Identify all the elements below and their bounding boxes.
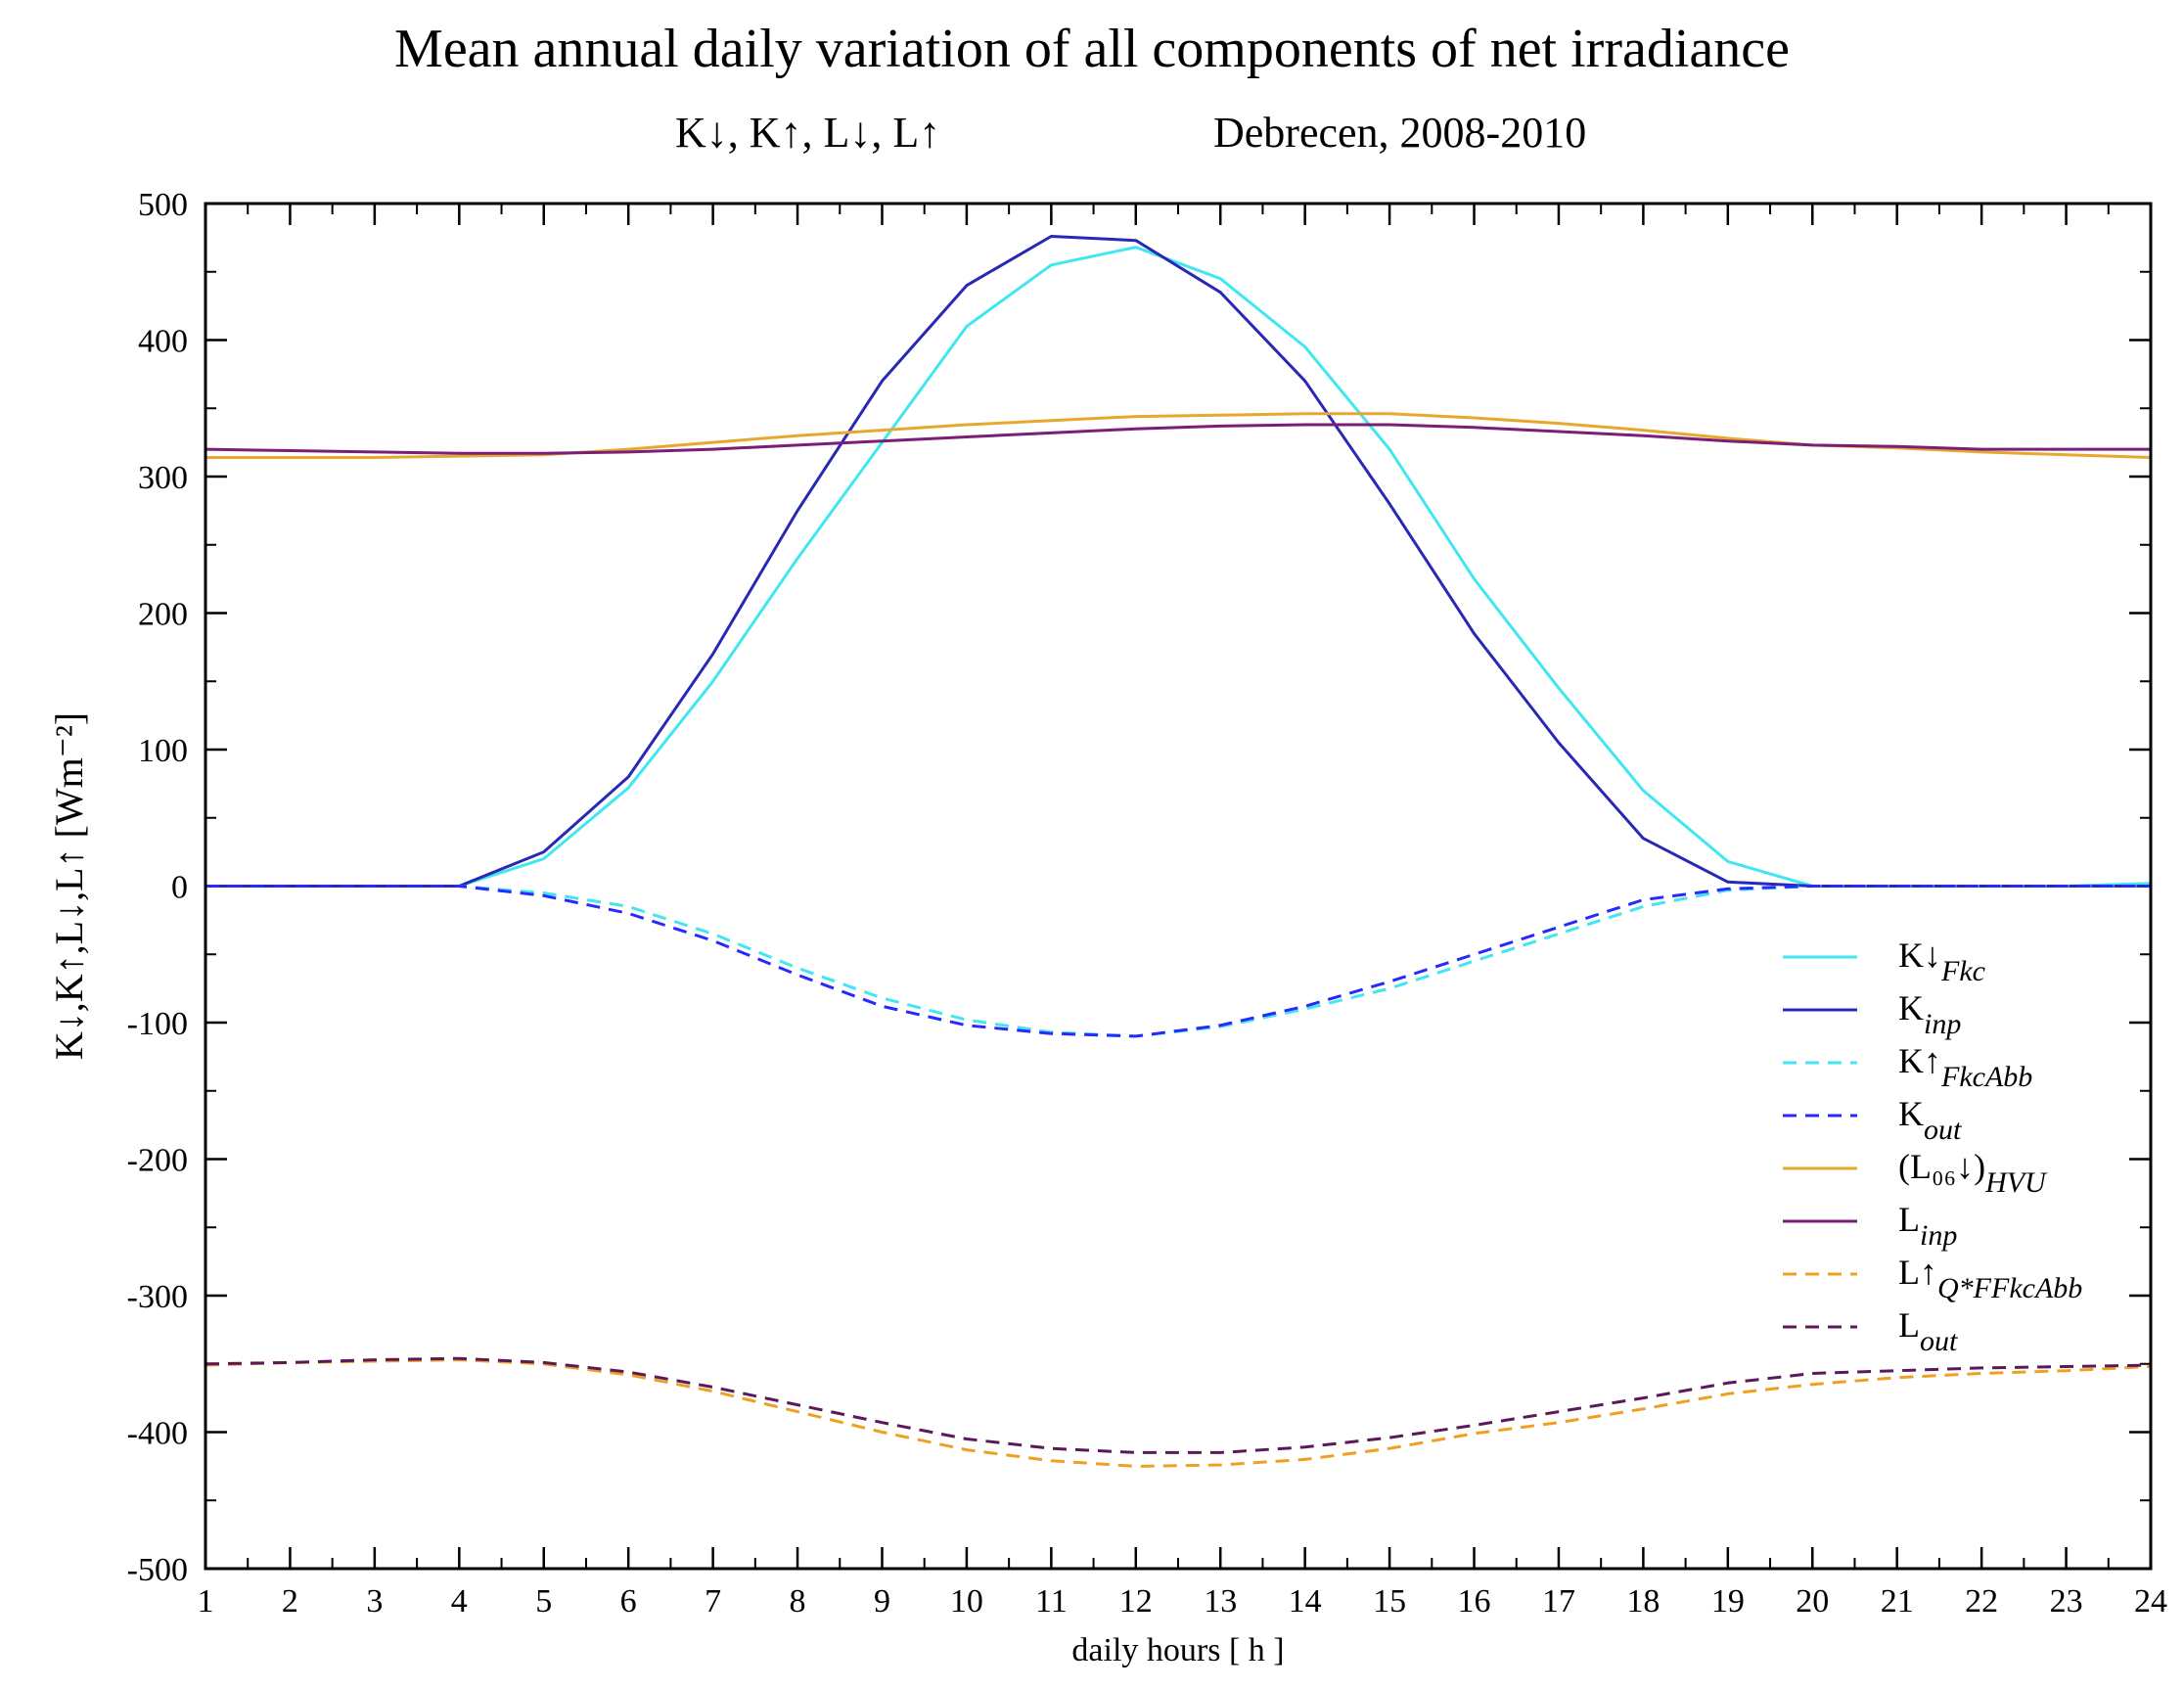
x-tick-label: 6	[620, 1583, 637, 1620]
series-line-2	[205, 235, 2151, 888]
y-tick-label: -200	[127, 1143, 188, 1179]
x-tick-label: 16	[1458, 1583, 1491, 1620]
x-axis-title: daily hours [ h ]	[1071, 1632, 1284, 1668]
x-tick-label: 11	[1035, 1583, 1068, 1620]
y-tick-label: 100	[138, 733, 188, 769]
x-tick-label: 5	[535, 1583, 552, 1620]
x-tick-label: 1	[198, 1583, 214, 1620]
x-tick-label: 20	[1796, 1583, 1829, 1620]
x-tick-label: 8	[790, 1583, 806, 1620]
labels-layer: 1 2 3 4 5 6 7 8 9 10 11 12 13 14 15 16 17 18 19 20 21 22 23 245…	[127, 187, 2167, 1620]
y-tick-label: 500	[138, 187, 188, 223]
y-tick-label: -100	[127, 1006, 188, 1042]
x-tick-label: 10	[950, 1583, 983, 1620]
x-tick-label: 7	[705, 1583, 721, 1620]
chart-title: Mean annual daily variation of all compo…	[394, 19, 1790, 79]
series-line-1	[205, 246, 2152, 888]
legend-label: (L₀₆↓)HVU	[1898, 1147, 2048, 1199]
series-line-8	[205, 1356, 2152, 1454]
x-tick-label: 14	[1289, 1583, 1322, 1620]
legend-label: Kout	[1898, 1094, 1962, 1146]
x-tick-label: 22	[1965, 1583, 1998, 1620]
y-axis-title: K↓,K↑,L↓,L↑ [Wm⁻²]	[47, 712, 91, 1060]
series-line-7	[205, 1358, 2152, 1468]
legend-label: Lout	[1898, 1305, 1958, 1357]
x-tick-label: 4	[451, 1583, 468, 1620]
legend-label: L↑Q*FFkcAbb	[1898, 1253, 2082, 1304]
x-tick-label: 15	[1373, 1583, 1406, 1620]
x-tick-label: 2	[282, 1583, 298, 1620]
y-tick-label: -400	[127, 1416, 188, 1452]
chart-subtitle-right: Debrecen, 2008-2010	[1213, 109, 1587, 157]
series-line-5	[205, 412, 2152, 459]
y-tick-label: 0	[171, 870, 188, 906]
legend-label: Linp	[1898, 1200, 1957, 1252]
x-tick-label: 3	[366, 1583, 383, 1620]
x-tick-label: 17	[1542, 1583, 1575, 1620]
series-line-4	[205, 885, 2151, 1038]
x-tick-label: 18	[1626, 1583, 1660, 1620]
series-layer	[205, 235, 2152, 1468]
x-tick-label: 13	[1204, 1583, 1237, 1620]
x-tick-label: 24	[2134, 1583, 2167, 1620]
legend-label: Kinp	[1898, 988, 1961, 1040]
chart-subtitle-left: K↓, K↑, L↓, L↑	[675, 109, 941, 157]
series-line-6	[205, 423, 2151, 455]
plot-frame	[204, 202, 2153, 1571]
x-tick-label: 9	[874, 1583, 890, 1620]
legend-label: K↑FkcAbb	[1898, 1041, 2032, 1093]
y-tick-label: 400	[138, 324, 188, 360]
legend-label: K↓Fkc	[1898, 936, 1985, 987]
series-line-3	[205, 885, 2151, 1038]
x-tick-label: 23	[2050, 1583, 2083, 1620]
x-tick-label: 12	[1119, 1583, 1153, 1620]
legend: K↓FkcKinpK↑FkcAbbKout(L₀₆↓)HVULinpL↑Q*FF…	[1783, 936, 2082, 1357]
y-tick-label: 300	[138, 460, 188, 496]
y-tick-label: -500	[127, 1552, 188, 1588]
y-tick-label: 200	[138, 597, 188, 633]
x-tick-label: 19	[1711, 1583, 1745, 1620]
y-tick-label: -300	[127, 1279, 188, 1315]
x-tick-label: 21	[1881, 1583, 1914, 1620]
